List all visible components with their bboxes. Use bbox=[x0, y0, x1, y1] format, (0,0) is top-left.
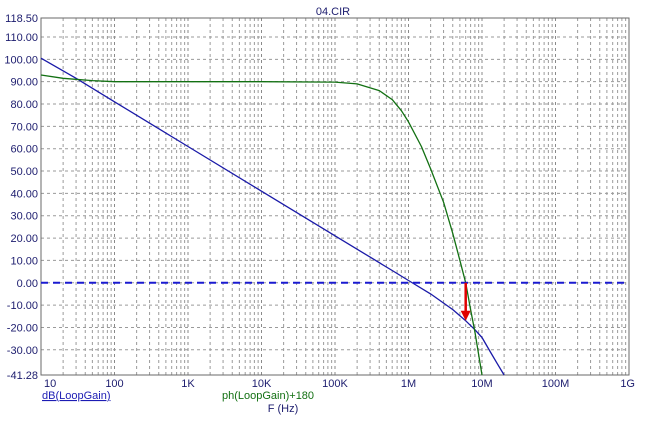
y-tick-label: -30.00 bbox=[7, 345, 38, 357]
x-tick-labels: 10 100 1K 10K 100K 1M 10M 100M 1G bbox=[44, 378, 635, 390]
y-tick-label: 80.00 bbox=[10, 99, 38, 111]
y-tick-label: 0.00 bbox=[17, 278, 38, 290]
y-tick-label: 30.00 bbox=[10, 211, 38, 223]
x-tick-label: 10M bbox=[471, 378, 492, 390]
series-lines bbox=[40, 57, 629, 376]
arrow-head bbox=[460, 310, 471, 321]
y-tick-labels: 118.50 110.00 100.00 90.00 80.00 70.00 60.00 50… bbox=[4, 13, 38, 382]
y-tick-label: 100.00 bbox=[4, 54, 38, 66]
chart-title: 04.CIR bbox=[316, 6, 350, 18]
y-tick-label: -20.00 bbox=[7, 322, 38, 334]
y-tick-label: -41.28 bbox=[7, 370, 38, 382]
y-tick-label: -10.00 bbox=[7, 300, 38, 312]
y-tick-label: 110.00 bbox=[5, 32, 38, 44]
legend-db-loopgain[interactable]: dB(LoopGain) bbox=[42, 390, 111, 402]
x-tick-label: 100 bbox=[105, 378, 123, 390]
y-tick-label: 20.00 bbox=[10, 233, 38, 245]
plot-frame bbox=[40, 17, 630, 376]
y-tick-label: 70.00 bbox=[10, 121, 38, 133]
series-line bbox=[40, 57, 505, 376]
y-tick-label: 60.00 bbox=[10, 144, 38, 156]
y-tick-label: 90.00 bbox=[10, 77, 38, 89]
x-tick-label: 1G bbox=[620, 378, 635, 390]
annotations bbox=[460, 282, 471, 321]
x-tick-label: 1K bbox=[181, 378, 195, 390]
y-tick-label: 40.00 bbox=[10, 188, 38, 200]
x-tick-label: 1M bbox=[401, 378, 416, 390]
x-tick-label: 10K bbox=[252, 378, 272, 390]
x-tick-label: 10 bbox=[44, 378, 56, 390]
y-tick-label: 10.00 bbox=[10, 255, 38, 267]
x-tick-label: 100M bbox=[542, 378, 570, 390]
y-tick-label: 50.00 bbox=[10, 166, 38, 178]
series-line bbox=[40, 74, 483, 376]
x-tick-label: 100K bbox=[322, 378, 348, 390]
y-tick-label: 118.50 bbox=[5, 13, 38, 25]
legend-phase-loopgain[interactable]: ph(LoopGain)+180 bbox=[222, 390, 314, 402]
x-axis-label: F (Hz) bbox=[268, 403, 299, 415]
